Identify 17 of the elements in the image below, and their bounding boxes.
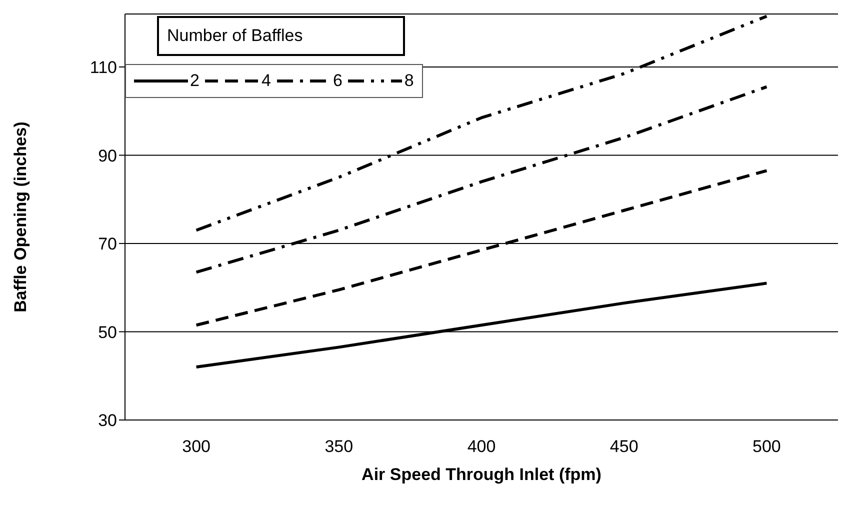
- y-tick-label: 110: [90, 58, 117, 77]
- y-tick-label: 30: [98, 411, 117, 430]
- y-tick-label: 50: [98, 322, 117, 342]
- x-tick-label: 450: [610, 437, 638, 456]
- x-axis-title: Air Speed Through Inlet (fpm): [362, 465, 602, 484]
- y-tick-label: 90: [98, 146, 117, 166]
- x-tick-label: 300: [182, 437, 210, 456]
- y-axis-title: Baffle Opening (inches): [11, 122, 30, 312]
- legend-title-frame: Number of Baffles: [157, 16, 405, 56]
- x-tick-label: 400: [467, 437, 496, 456]
- legend-label: 4: [261, 71, 271, 91]
- legend-label: 2: [190, 71, 200, 91]
- y-tick-label: 70: [98, 234, 117, 254]
- x-tick-label: 500: [752, 437, 781, 456]
- legend-label: 6: [332, 71, 342, 91]
- legend-label: 8: [404, 71, 414, 91]
- x-tick-label: 350: [324, 437, 354, 456]
